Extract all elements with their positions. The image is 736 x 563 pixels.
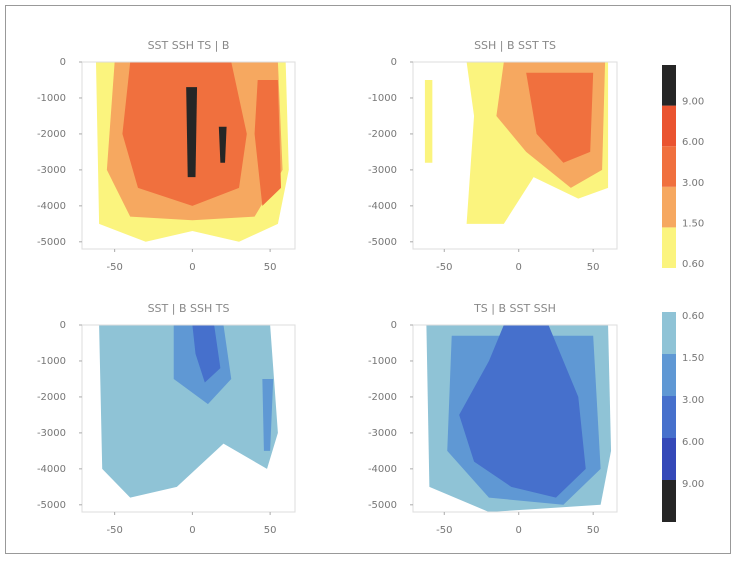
contour-field bbox=[99, 325, 278, 498]
y-tick-label: 0 bbox=[60, 57, 66, 68]
x-tick-label: -50 bbox=[106, 525, 122, 536]
colorbar-label: 0.60 bbox=[682, 311, 704, 322]
contour-region bbox=[424, 79, 433, 163]
y-tick-label: -3000 bbox=[368, 428, 397, 439]
panel-title: TS | B SST SSH bbox=[473, 302, 556, 315]
x-tick-label: -50 bbox=[436, 525, 452, 536]
x-tick-label: 0 bbox=[189, 525, 195, 536]
panel-title: SST SSH TS | B bbox=[148, 39, 230, 52]
contour-region bbox=[186, 87, 198, 178]
contour-region bbox=[122, 62, 247, 206]
y-tick-label: -5000 bbox=[37, 500, 66, 511]
x-tick-label: 50 bbox=[264, 525, 277, 536]
y-tick-label: -2000 bbox=[37, 129, 66, 140]
colorbar-swatch bbox=[662, 354, 676, 396]
y-tick-label: -2000 bbox=[368, 392, 397, 403]
y-tick-label: -2000 bbox=[368, 129, 397, 140]
panel-title: SSH | B SST TS bbox=[474, 39, 556, 52]
x-tick-label: 0 bbox=[516, 262, 522, 273]
x-tick-label: 50 bbox=[587, 525, 600, 536]
contour-region bbox=[218, 126, 227, 163]
y-tick-label: -3000 bbox=[37, 165, 66, 176]
y-tick-label: 0 bbox=[60, 320, 66, 331]
y-tick-label: -2000 bbox=[37, 392, 66, 403]
y-tick-label: -1000 bbox=[368, 356, 397, 367]
y-tick-label: 0 bbox=[391, 320, 397, 331]
colorbar-label: 1.50 bbox=[682, 218, 704, 229]
x-tick-label: -50 bbox=[106, 262, 122, 273]
colorbar-swatch bbox=[662, 227, 676, 268]
x-tick-label: 0 bbox=[189, 262, 195, 273]
y-tick-label: -4000 bbox=[368, 464, 397, 475]
colorbar-label: 6.00 bbox=[682, 437, 704, 448]
colorbar-swatch bbox=[662, 105, 676, 147]
y-tick-label: 0 bbox=[391, 57, 397, 68]
figure-border bbox=[5, 5, 731, 554]
contour-region bbox=[262, 378, 274, 451]
y-tick-label: -1000 bbox=[37, 356, 66, 367]
colorbar-swatch bbox=[662, 396, 676, 438]
y-tick-label: -3000 bbox=[368, 165, 397, 176]
contour-region bbox=[526, 72, 594, 163]
contour-region bbox=[254, 79, 282, 206]
y-tick-label: -4000 bbox=[37, 201, 66, 212]
colorbar-label: 3.00 bbox=[682, 395, 704, 406]
contour-region bbox=[192, 325, 221, 383]
y-tick-label: -5000 bbox=[37, 237, 66, 248]
contour-field bbox=[424, 62, 609, 224]
axes-frame bbox=[81, 61, 296, 250]
colorbar-label: 0.60 bbox=[682, 259, 704, 270]
contour-region bbox=[459, 325, 586, 498]
x-tick-label: -50 bbox=[436, 262, 452, 273]
y-tick-label: -5000 bbox=[368, 237, 397, 248]
y-tick-label: -1000 bbox=[368, 93, 397, 104]
y-tick-label: -5000 bbox=[368, 500, 397, 511]
axes-frame bbox=[412, 324, 618, 513]
colorbar-label: 9.00 bbox=[682, 97, 704, 108]
x-tick-label: 0 bbox=[516, 525, 522, 536]
colorbar-swatch bbox=[662, 186, 676, 228]
colorbar-swatch bbox=[662, 65, 676, 106]
y-tick-label: -3000 bbox=[37, 428, 66, 439]
y-tick-label: -1000 bbox=[37, 93, 66, 104]
x-tick-label: 50 bbox=[587, 262, 600, 273]
contour-field bbox=[95, 62, 289, 242]
colorbar-swatch bbox=[662, 312, 676, 354]
y-tick-label: -4000 bbox=[37, 464, 66, 475]
contour-field bbox=[426, 325, 612, 512]
colorbar-swatch bbox=[662, 480, 676, 522]
contour-region bbox=[99, 325, 278, 498]
panel-title: SST | B SSH TS bbox=[148, 302, 230, 315]
colorbar-label: 1.50 bbox=[682, 353, 704, 364]
colorbar-label: 3.00 bbox=[682, 178, 704, 189]
colorbar-swatch bbox=[662, 438, 676, 480]
x-tick-label: 50 bbox=[264, 262, 277, 273]
y-tick-label: -4000 bbox=[368, 201, 397, 212]
colorbar-label: 6.00 bbox=[682, 137, 704, 148]
axes-frame bbox=[81, 324, 296, 513]
axes-frame bbox=[412, 61, 618, 250]
colorbar-label: 9.00 bbox=[682, 479, 704, 490]
colorbar-swatch bbox=[662, 146, 676, 187]
